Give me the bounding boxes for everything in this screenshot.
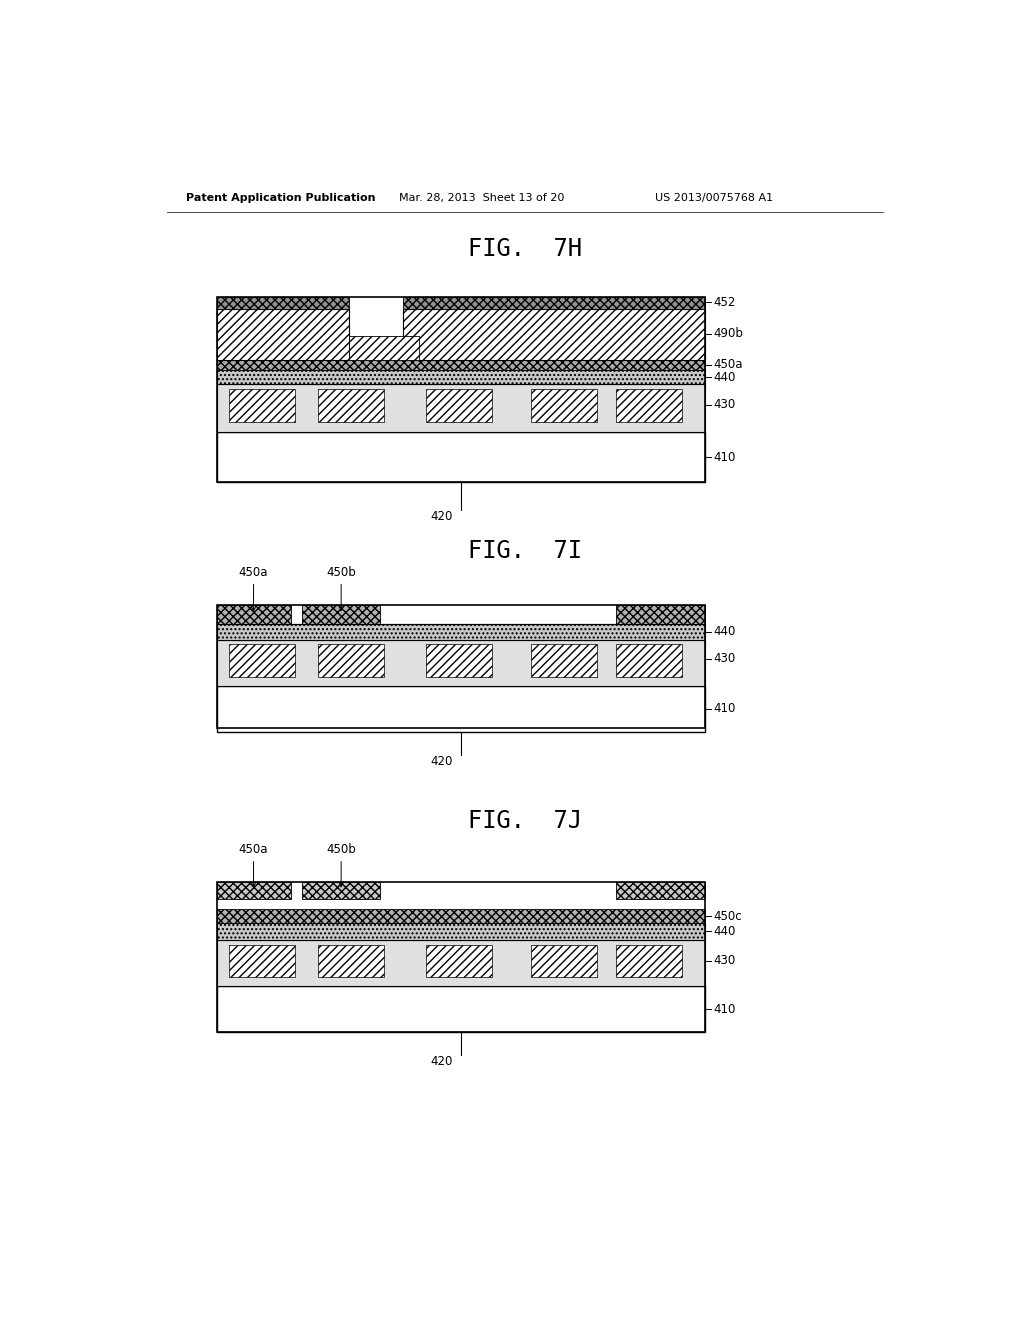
Bar bbox=[217, 297, 706, 482]
Bar bbox=[616, 389, 682, 422]
Bar bbox=[228, 644, 295, 677]
Text: 420: 420 bbox=[431, 755, 453, 768]
Text: 450c: 450c bbox=[713, 909, 741, 923]
Text: FIG.  7I: FIG. 7I bbox=[468, 539, 582, 564]
Text: 430: 430 bbox=[713, 954, 735, 968]
Bar bbox=[217, 605, 291, 624]
Bar bbox=[531, 945, 597, 977]
Bar bbox=[217, 923, 706, 940]
Text: 450a: 450a bbox=[239, 566, 268, 611]
Bar bbox=[531, 389, 597, 422]
Text: 440: 440 bbox=[713, 626, 735, 639]
Bar bbox=[616, 945, 682, 977]
Text: 450a: 450a bbox=[713, 358, 742, 371]
Text: 452: 452 bbox=[713, 296, 735, 309]
Text: 430: 430 bbox=[713, 399, 735, 412]
Bar bbox=[302, 605, 380, 624]
Text: FIG.  7J: FIG. 7J bbox=[468, 809, 582, 833]
Bar bbox=[217, 297, 349, 309]
Text: 440: 440 bbox=[713, 371, 735, 384]
Bar bbox=[217, 624, 706, 640]
Text: 420: 420 bbox=[431, 1055, 453, 1068]
Bar bbox=[426, 945, 493, 977]
Text: 420: 420 bbox=[431, 510, 453, 523]
Text: Mar. 28, 2013  Sheet 13 of 20: Mar. 28, 2013 Sheet 13 of 20 bbox=[399, 194, 564, 203]
Text: 450a: 450a bbox=[239, 843, 268, 887]
Bar bbox=[217, 909, 706, 923]
Bar bbox=[217, 370, 706, 384]
Text: 490b: 490b bbox=[713, 327, 743, 341]
Bar bbox=[426, 389, 493, 422]
Bar bbox=[616, 882, 706, 899]
Bar bbox=[317, 389, 384, 422]
Text: 450b: 450b bbox=[327, 843, 356, 887]
Bar bbox=[217, 986, 706, 1032]
Text: 440: 440 bbox=[713, 925, 735, 939]
Bar bbox=[217, 940, 706, 986]
Text: 410: 410 bbox=[713, 702, 735, 715]
Bar bbox=[616, 605, 706, 624]
Text: US 2013/0075768 A1: US 2013/0075768 A1 bbox=[655, 194, 773, 203]
Bar bbox=[217, 882, 706, 1032]
Text: 410: 410 bbox=[713, 450, 735, 463]
Bar bbox=[616, 644, 682, 677]
Bar bbox=[228, 389, 295, 422]
Bar bbox=[217, 882, 291, 899]
Bar bbox=[217, 384, 706, 432]
Text: 410: 410 bbox=[713, 1003, 735, 1016]
Bar bbox=[217, 432, 706, 482]
Bar bbox=[403, 309, 706, 360]
Text: 450b: 450b bbox=[327, 566, 356, 611]
Text: 430: 430 bbox=[713, 652, 735, 665]
Bar bbox=[217, 605, 706, 729]
Text: Patent Application Publication: Patent Application Publication bbox=[186, 194, 376, 203]
Bar bbox=[349, 335, 419, 360]
Bar bbox=[302, 882, 380, 899]
Text: FIG.  7H: FIG. 7H bbox=[468, 238, 582, 261]
Bar bbox=[217, 360, 706, 370]
Bar bbox=[531, 644, 597, 677]
Bar bbox=[217, 686, 706, 733]
Bar bbox=[426, 644, 493, 677]
Bar bbox=[403, 297, 706, 309]
Bar bbox=[228, 945, 295, 977]
Bar bbox=[217, 640, 706, 686]
Bar bbox=[217, 309, 349, 360]
Bar bbox=[317, 945, 384, 977]
Bar bbox=[317, 644, 384, 677]
